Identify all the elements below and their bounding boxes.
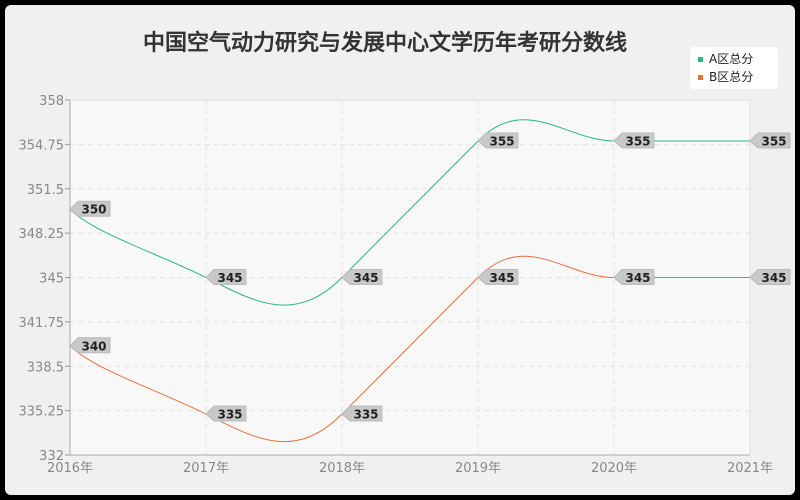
data-label: 335 (341, 405, 383, 422)
data-label-tag (749, 132, 791, 149)
data-label-tag (205, 405, 247, 422)
data-label-tag (341, 405, 383, 422)
y-tick-label: 351.5 (27, 183, 64, 198)
data-label-text: 345 (625, 271, 650, 285)
data-label-tag (477, 269, 519, 285)
data-label-tag (749, 269, 791, 285)
chart-title: 中国空气动力研究与发展中心文学历年考研分数线 (142, 31, 627, 56)
data-label-text: 340 (81, 339, 106, 353)
data-label-tag (69, 337, 111, 354)
y-tick-label: 348.25 (19, 227, 65, 242)
y-tick-label: 341.75 (19, 316, 65, 331)
data-label-text: 335 (217, 408, 242, 422)
data-label-text: 355 (489, 134, 514, 148)
x-tick-label: 2019年 (455, 461, 501, 476)
data-label-tag (69, 200, 111, 217)
data-label-tag (205, 269, 247, 285)
data-label-tag (613, 132, 655, 149)
data-label: 355 (749, 132, 791, 149)
chart-frame: 中国空气动力研究与发展中心文学历年考研分数线 332 335.25 338.5 341… (5, 5, 795, 495)
x-tick-label: 2021年 (727, 461, 773, 476)
data-label-text: 355 (625, 134, 650, 148)
data-label: 355 (613, 132, 655, 149)
data-label: 345 (477, 269, 519, 285)
data-label: 345 (613, 269, 655, 285)
x-tick-label: 2016年 (47, 461, 93, 476)
data-label: 345 (749, 269, 791, 285)
legend-swatch-b (698, 75, 703, 80)
plot-area: 332 335.25 338.5 341.75 345 348.25 351.5 354.75… (19, 94, 791, 476)
legend-swatch-a (698, 57, 703, 62)
data-label: 345 (341, 269, 383, 285)
data-label-text: 345 (489, 271, 514, 285)
data-label-text: 345 (353, 271, 378, 285)
data-label-text: 345 (217, 271, 242, 285)
y-tick-label: 338.5 (27, 360, 64, 375)
x-tick-label: 2020年 (591, 461, 637, 476)
data-label-text: 355 (761, 134, 786, 148)
data-label: 335 (205, 405, 247, 422)
data-label: 345 (205, 269, 247, 285)
y-tick-label: 354.75 (19, 138, 65, 153)
legend-label-b: B区总分 (709, 70, 754, 84)
x-tick-label: 2017年 (183, 461, 229, 476)
data-label-text: 350 (81, 203, 106, 217)
data-label-tag (477, 132, 519, 149)
legend-item-b[interactable]: B区总分 (698, 69, 753, 85)
data-label: 340 (69, 337, 111, 354)
y-tick-label: 335.25 (19, 405, 65, 420)
y-tick-label: 358 (39, 94, 64, 109)
y-tick-label: 345 (39, 272, 64, 287)
y-tick-label: 332 (39, 449, 64, 464)
data-label: 350 (69, 200, 111, 217)
data-label-text: 345 (761, 271, 786, 285)
legend-label-a: A区总分 (709, 52, 754, 66)
data-label-tag (341, 269, 383, 285)
legend: A区总分 B区总分 (690, 47, 778, 89)
x-tick-label: 2018年 (319, 461, 365, 476)
data-label-tag (613, 269, 655, 285)
legend-item-a[interactable]: A区总分 (698, 51, 753, 67)
data-label-text: 335 (353, 408, 378, 422)
data-label: 355 (477, 132, 519, 149)
